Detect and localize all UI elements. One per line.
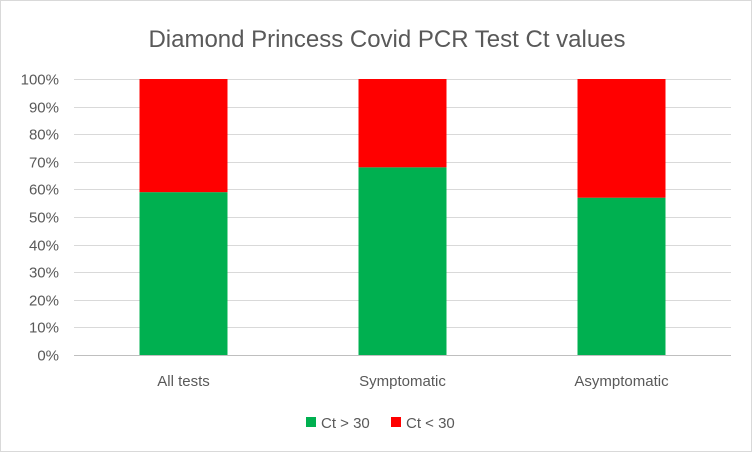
y-tick-label: 80% xyxy=(29,127,59,144)
y-tick-label: 50% xyxy=(29,210,59,227)
legend-swatch xyxy=(306,417,316,427)
y-tick-label: 40% xyxy=(29,238,59,255)
bar-segment xyxy=(358,79,447,168)
bar-segment xyxy=(577,197,666,355)
legend-label: Ct < 30 xyxy=(406,415,455,432)
y-tick-label: 20% xyxy=(29,293,59,310)
legend: Ct > 30 Ct < 30 xyxy=(306,415,455,432)
x-tick-label: Asymptomatic xyxy=(574,373,669,390)
y-tick-label: 30% xyxy=(29,265,59,282)
y-tick-label: 0% xyxy=(37,348,59,365)
legend-swatch xyxy=(391,417,401,427)
bar-segment xyxy=(358,167,447,355)
y-tick-label: 60% xyxy=(29,182,59,199)
legend-label: Ct > 30 xyxy=(321,415,370,432)
x-tick-label: Symptomatic xyxy=(359,373,446,390)
y-tick-label: 70% xyxy=(29,155,59,172)
y-tick-label: 10% xyxy=(29,320,59,337)
bars-layer xyxy=(139,79,666,355)
bar-segment xyxy=(139,192,228,355)
y-axis-ticks: 0% 10% 20% 30% 40% 50% 60% 70% 80% 90% 100% xyxy=(21,72,59,365)
bar-segment xyxy=(577,79,666,198)
x-axis-ticks: All tests Symptomatic Asymptomatic xyxy=(157,373,669,390)
chart-title: Diamond Princess Covid PCR Test Ct value… xyxy=(148,26,625,53)
x-tick-label: All tests xyxy=(157,373,210,390)
y-tick-label: 100% xyxy=(21,72,59,89)
y-tick-label: 90% xyxy=(29,100,59,117)
bar-segment xyxy=(139,79,228,193)
